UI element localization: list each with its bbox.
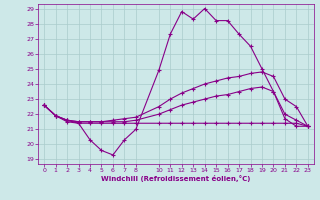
X-axis label: Windchill (Refroidissement éolien,°C): Windchill (Refroidissement éolien,°C): [101, 175, 251, 182]
